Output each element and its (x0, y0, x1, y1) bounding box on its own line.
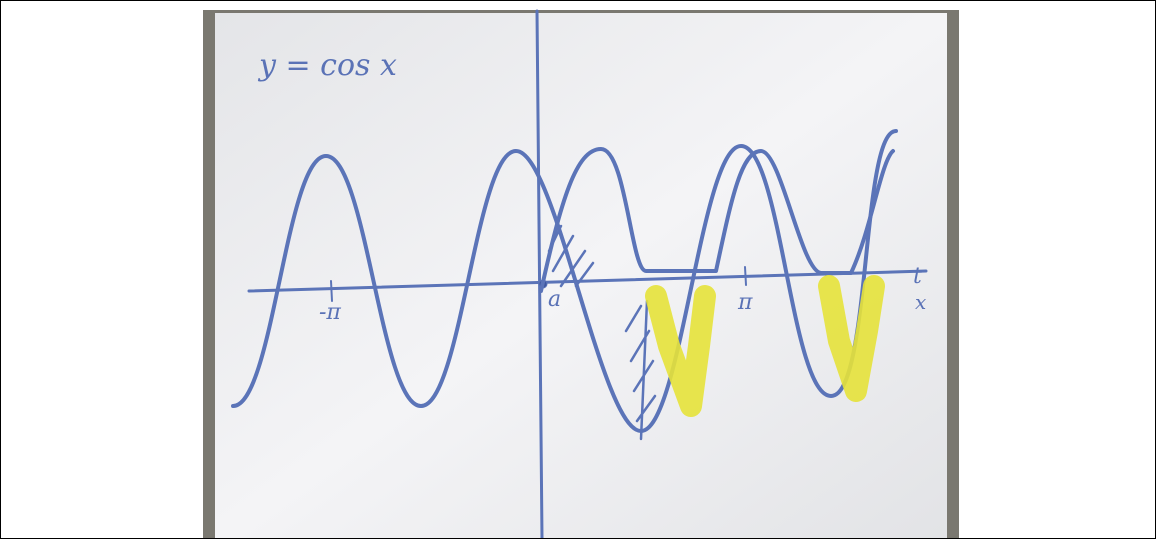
drawing (231, 9, 928, 538)
tick (744, 266, 747, 286)
paper (215, 13, 947, 538)
highlight (645, 275, 885, 417)
caption: y = cos x (257, 48, 397, 83)
horizontal-axis (247, 269, 928, 293)
vertical-axis (535, 9, 544, 538)
t-axis-label: t (913, 264, 922, 289)
origin-label: a (548, 287, 561, 312)
tick (330, 280, 333, 302)
highlight-v (645, 285, 716, 417)
neg-pi-label: -π (319, 300, 341, 325)
highlight-v (818, 275, 885, 402)
hatching (547, 224, 657, 441)
rectified-curve (539, 147, 895, 293)
pi-label: π (737, 290, 753, 315)
cos-curve (231, 129, 898, 433)
x-axis-label: x (915, 290, 926, 314)
